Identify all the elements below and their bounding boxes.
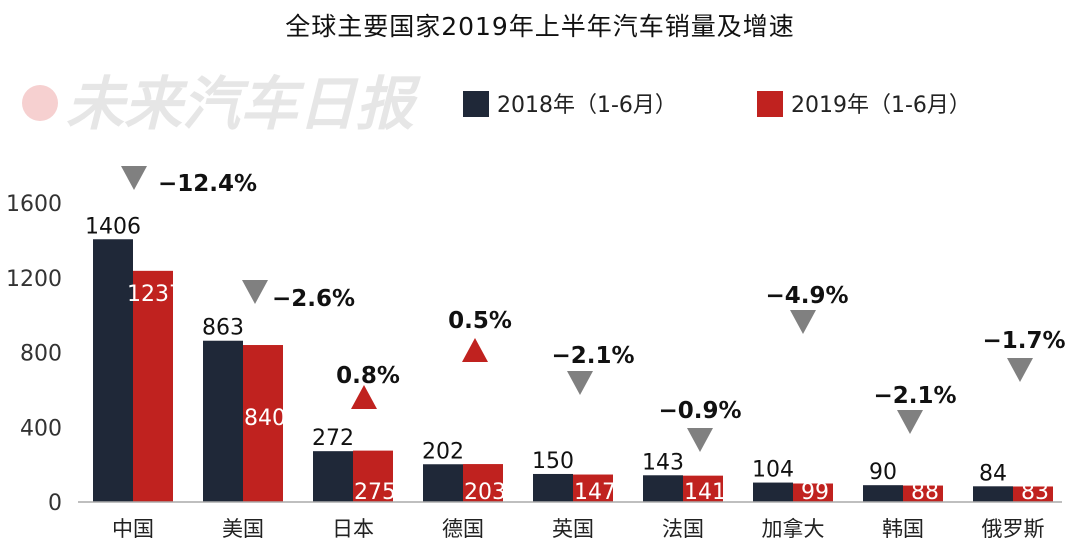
data-label-2019: 203 (464, 480, 506, 505)
growth-label: −0.9% (658, 398, 741, 424)
y-tick-label: 1200 (6, 267, 62, 292)
legend-swatch-2019 (757, 91, 783, 117)
growth-label: −2.6% (272, 286, 355, 312)
data-label-2019: 83 (1021, 480, 1049, 505)
bar-2019 (133, 270, 173, 502)
x-tick-label: 韩国 (882, 517, 924, 541)
growth-label: −2.1% (873, 383, 956, 409)
data-label-2018: 104 (752, 458, 794, 483)
data-label-2019: 275 (354, 480, 396, 505)
growth-label: −1.7% (982, 328, 1065, 354)
legend: 2018年（1-6月） 2019年（1-6月） (463, 91, 971, 118)
data-label-2019: 147 (574, 480, 616, 505)
bar-2018 (533, 473, 573, 502)
watermark-logo-icon (22, 85, 58, 121)
bar-2018 (93, 239, 133, 502)
data-label-2019: 141 (684, 480, 726, 505)
bar-2019 (463, 464, 503, 502)
triangle-down-icon (242, 280, 268, 304)
bar-2019 (573, 474, 613, 502)
bar-2018 (203, 340, 243, 502)
data-label-2019: 1237 (127, 282, 183, 307)
legend-label-2019: 2019年（1-6月） (791, 93, 971, 118)
growth-label: −2.1% (551, 343, 634, 369)
data-label-2018: 202 (422, 439, 464, 464)
data-label-2019: 99 (801, 480, 829, 505)
bar-2018 (973, 486, 1013, 502)
x-tick-label: 法国 (662, 517, 704, 541)
data-label-2018: 150 (532, 449, 574, 474)
growth-label: −12.4% (158, 171, 257, 197)
x-tick-label: 日本 (332, 517, 374, 541)
x-tick-label: 德国 (442, 517, 484, 541)
x-tick-label: 中国 (112, 517, 154, 541)
chart-title: 全球主要国家2019年上半年汽车销量及增速 (285, 12, 795, 41)
triangle-down-icon (121, 166, 147, 190)
triangle-down-icon (897, 410, 923, 434)
bar-2018 (863, 485, 903, 502)
legend-label-2018: 2018年（1-6月） (497, 93, 677, 118)
data-label-2018: 272 (312, 426, 354, 451)
bar-2018 (313, 451, 353, 502)
bar-2019 (683, 475, 723, 502)
data-label-2019: 88 (911, 480, 939, 505)
watermark: 未来汽车日报 (22, 70, 421, 138)
bar-2019 (793, 483, 833, 502)
bar-2019 (243, 345, 283, 502)
data-label-2018: 1406 (85, 214, 141, 239)
x-tick-label: 加拿大 (762, 517, 825, 541)
growth-annotations: −12.4% −2.6% 0.8% 0.5% −2.1% −0.9% −4.9% −2.1% −… (121, 166, 1066, 452)
bar-2018 (753, 482, 793, 502)
growth-label: 0.8% (336, 363, 400, 389)
bar-2019 (1013, 486, 1053, 502)
data-label-2018: 863 (202, 316, 244, 341)
data-label-2019: 840 (244, 406, 286, 431)
triangle-down-icon (790, 310, 816, 334)
y-tick-label: 0 (48, 491, 62, 516)
y-tick-label: 800 (20, 342, 62, 367)
growth-label: −4.9% (765, 283, 848, 309)
data-label-2018: 143 (642, 450, 684, 475)
growth-label: 0.5% (448, 308, 512, 334)
bar-2018 (643, 475, 683, 502)
triangle-up-icon (351, 385, 377, 409)
bar-2019 (353, 450, 393, 502)
data-label-2018: 84 (979, 461, 1007, 486)
y-tick-label: 1600 (6, 192, 62, 217)
x-tick-label: 英国 (552, 517, 594, 541)
watermark-text: 未来汽车日报 (66, 70, 421, 138)
bar-2019 (903, 485, 943, 502)
y-tick-label: 400 (20, 416, 62, 441)
triangle-down-icon (567, 371, 593, 395)
x-axis: 中国 美国 日本 德国 英国 法国 加拿大 韩国 俄罗斯 (112, 517, 1045, 541)
triangle-up-icon (462, 338, 488, 362)
y-axis: 0 400 800 1200 1600 (6, 192, 62, 516)
triangle-down-icon (1007, 358, 1033, 382)
legend-swatch-2018 (463, 91, 489, 117)
x-tick-label: 俄罗斯 (982, 517, 1045, 541)
x-tick-label: 美国 (222, 517, 264, 541)
bar-2018 (423, 464, 463, 502)
triangle-down-icon (687, 428, 713, 452)
data-label-2018: 90 (869, 460, 897, 485)
